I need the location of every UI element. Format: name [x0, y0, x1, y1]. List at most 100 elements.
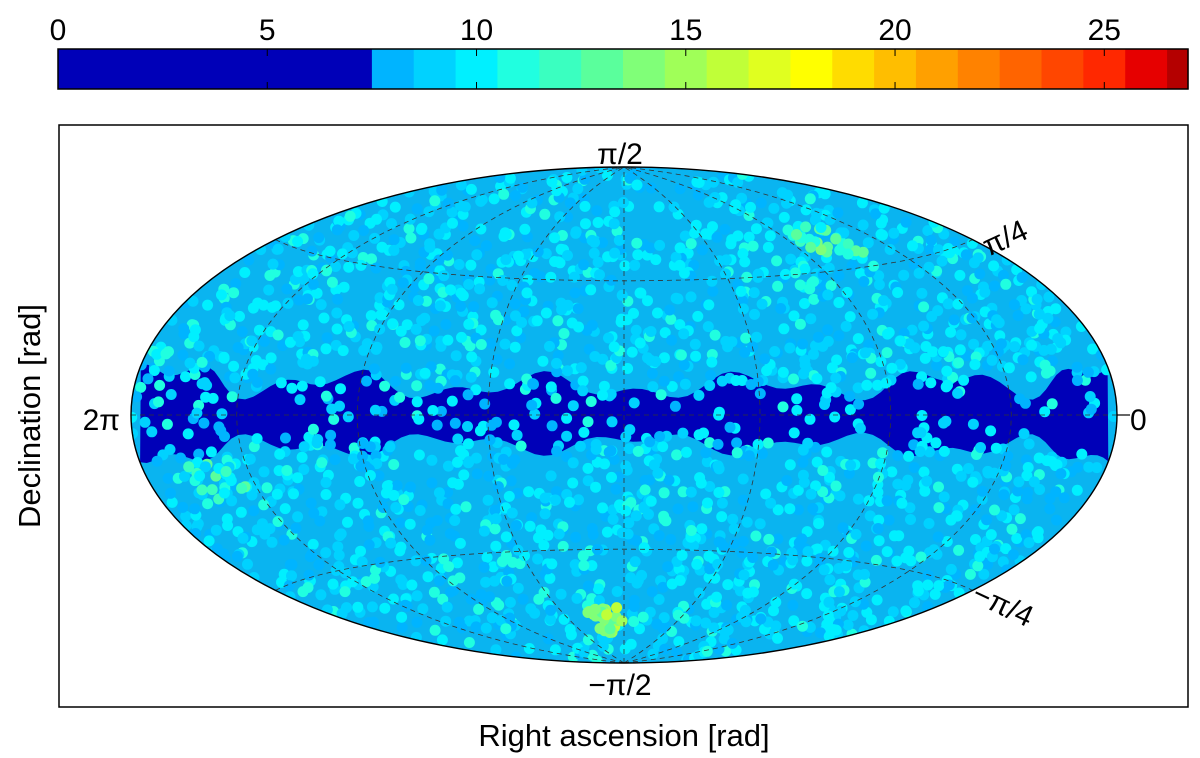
sky-point: [951, 510, 963, 522]
sky-point: [433, 487, 445, 499]
sky-point: [784, 503, 796, 515]
sky-point: [539, 492, 551, 504]
sky-point: [644, 474, 656, 486]
sky-point: [657, 581, 669, 593]
sky-point: [366, 253, 377, 265]
colorbar-segment: [1167, 49, 1189, 89]
hotspot-point: [842, 238, 854, 250]
sky-point: [237, 532, 249, 544]
sky-point: [446, 395, 458, 407]
sky-point: [832, 207, 844, 219]
sky-point: [369, 404, 381, 416]
sky-point: [912, 585, 924, 597]
sky-point: [308, 507, 320, 519]
sky-point: [564, 197, 576, 209]
sky-point: [251, 376, 263, 388]
sky-point: [631, 237, 643, 249]
sky-point: [411, 203, 423, 215]
sky-point: [311, 287, 323, 299]
sky-point: [663, 474, 675, 486]
sky-point: [333, 215, 345, 227]
sky-point: [830, 372, 842, 384]
sky-point: [236, 326, 248, 338]
sky-point: [332, 293, 344, 305]
sky-point: [628, 616, 640, 627]
sky-point: [609, 206, 621, 218]
y-axis-title: Declination [rad]: [12, 304, 47, 528]
sky-point: [506, 279, 518, 291]
sky-point: [280, 432, 291, 444]
sky-point: [484, 434, 496, 446]
sky-point: [499, 338, 511, 350]
sky-point: [628, 397, 640, 409]
sky-point: [743, 450, 755, 462]
sky-point: [355, 460, 367, 472]
sky-point: [651, 618, 663, 630]
sky-point: [267, 258, 279, 270]
sky-point: [281, 283, 293, 295]
sky-point: [571, 592, 583, 604]
sky-point: [810, 340, 821, 352]
sky-point: [735, 285, 747, 297]
sky-point: [218, 351, 230, 363]
sky-point: [334, 530, 346, 542]
sky-point: [228, 287, 240, 299]
sky-point: [582, 462, 594, 474]
sky-point: [856, 197, 868, 209]
sky-point: [544, 572, 556, 584]
sky-point: [316, 457, 328, 469]
sky-point: [290, 522, 302, 534]
sky-point: [201, 379, 213, 391]
sky-point: [387, 593, 399, 605]
sky-point: [829, 411, 841, 423]
sky-point: [582, 580, 594, 592]
sky-point: [485, 338, 497, 349]
sky-point: [845, 459, 857, 471]
sky-point: [765, 497, 777, 509]
sky-point: [745, 379, 757, 390]
colorbar-tick-label: 0: [50, 14, 67, 47]
sky-point: [768, 605, 779, 617]
sky-point: [455, 200, 467, 212]
sky-point: [306, 245, 318, 257]
sky-point: [963, 463, 974, 474]
sky-point: [908, 259, 920, 270]
sky-point: [619, 643, 631, 655]
sky-point: [653, 530, 665, 542]
sky-point: [677, 427, 689, 439]
sky-point: [833, 586, 845, 598]
sky-point: [982, 340, 994, 352]
sky-point: [552, 315, 564, 327]
sky-point: [471, 468, 483, 480]
sky-point: [740, 332, 752, 344]
sky-point: [1016, 272, 1028, 283]
sky-point: [674, 319, 686, 331]
sky-point: [553, 528, 565, 540]
sky-point: [370, 262, 382, 274]
sky-point: [239, 267, 251, 278]
sky-point: [671, 449, 683, 461]
sky-point: [527, 378, 539, 390]
sky-point: [526, 399, 538, 411]
sky-point: [1007, 549, 1019, 561]
sky-point: [539, 508, 551, 520]
sky-point: [247, 368, 259, 380]
sky-point: [804, 413, 816, 425]
sky-point: [1026, 339, 1038, 351]
sky-point: [272, 329, 284, 341]
sky-point: [631, 535, 643, 547]
sky-point: [438, 270, 450, 282]
sky-point: [933, 244, 944, 256]
sky-point: [1026, 286, 1037, 298]
sky-point: [822, 289, 834, 301]
sky-point: [457, 220, 469, 232]
sky-point: [456, 622, 468, 634]
sky-point: [700, 447, 712, 459]
sky-point: [799, 359, 811, 371]
sky-point: [463, 278, 475, 290]
sky-point: [945, 563, 957, 575]
sky-point: [629, 259, 641, 271]
sky-point: [788, 615, 800, 627]
sky-point: [1008, 299, 1020, 311]
